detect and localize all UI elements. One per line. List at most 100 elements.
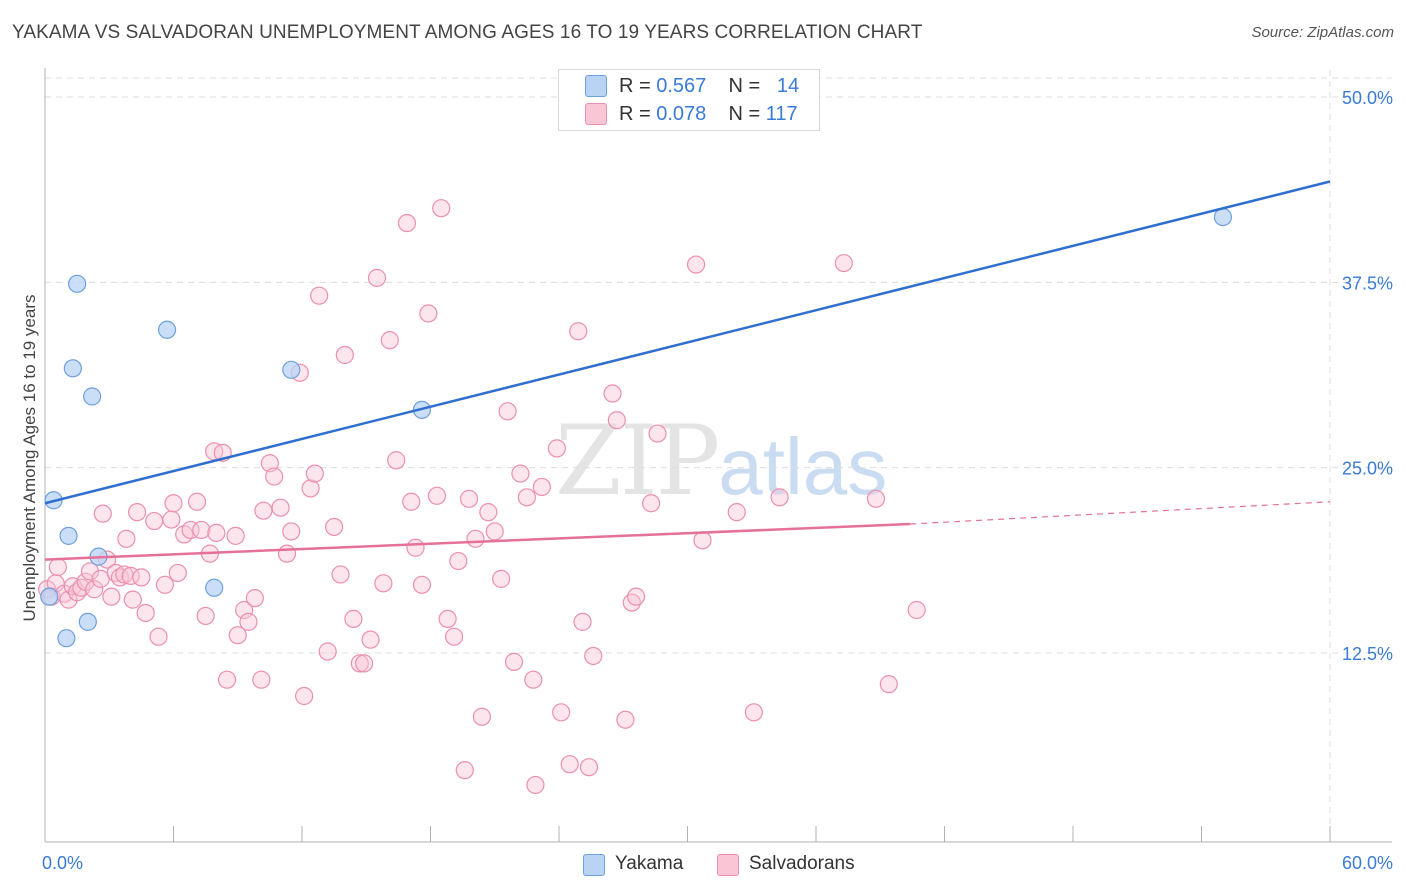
salvadorans-point	[427, 486, 447, 505]
legend-n-value: 117	[765, 102, 798, 125]
salvadorans-point	[770, 488, 789, 507]
salvadorans-point	[492, 569, 511, 588]
salvadorans-point	[187, 492, 207, 511]
salvadorans-point	[607, 411, 626, 430]
salvadorans-point	[504, 652, 524, 671]
salvadorans-point	[235, 600, 254, 620]
salvadorans-point	[579, 758, 599, 777]
salvadorans-point	[603, 384, 622, 403]
salvadorans-point	[397, 213, 417, 233]
salvadorans-point	[402, 492, 421, 511]
salvadorans-point	[226, 526, 245, 545]
salvadorans-point	[318, 642, 337, 661]
salvadorans-point	[181, 520, 200, 540]
salvadorans-point	[295, 686, 314, 706]
yakama-point	[78, 612, 97, 631]
watermark-zip: ZIP	[555, 405, 720, 517]
salvadorans-point	[127, 503, 147, 522]
salvadorans-point	[361, 630, 380, 649]
yakama-trend-line	[44, 180, 1331, 505]
watermark-atlas: atlas	[718, 422, 888, 511]
salvadorans-point	[744, 703, 763, 722]
chart-title: YAKAMA VS SALVADORAN UNEMPLOYMENT AMONG …	[12, 22, 923, 43]
salvadorans-point	[472, 707, 491, 726]
salvadorans-point	[569, 322, 588, 341]
salvadorans-point	[344, 609, 363, 628]
yakama-point	[59, 526, 78, 545]
y-tick-label: 37.5%	[1342, 273, 1393, 293]
salvadorans-point	[584, 646, 603, 666]
salvadorans-point	[136, 603, 155, 623]
salvadorans-point	[217, 670, 237, 689]
legend-r-label: R =	[619, 102, 657, 125]
yakama-point	[68, 274, 87, 293]
legend-swatch-salvadorans	[717, 854, 739, 876]
salvadorans-point	[412, 575, 432, 594]
legend-text-salvadorans: R = 0.078 N = 117	[619, 103, 798, 126]
salvadorans-point	[879, 675, 898, 694]
yakama-point	[282, 360, 301, 379]
legend-label-salvadorans: Salvadorans	[749, 853, 855, 874]
legend-r-label: R =	[619, 74, 657, 97]
salvadorans-point	[573, 612, 592, 631]
salvadorans-point	[350, 654, 369, 673]
salvadorans-point	[149, 627, 168, 646]
legend-label-yakama: Yakama	[615, 853, 684, 874]
salvadorans-point	[511, 464, 530, 483]
salvadorans-trend-extension	[910, 501, 1331, 525]
salvadorans-point	[331, 565, 350, 584]
legend-swatch-salvadorans	[585, 103, 607, 125]
salvadorans-point	[524, 670, 543, 689]
salvadorans-point	[479, 503, 498, 522]
salvadorans-point	[155, 575, 175, 594]
salvadorans-point	[641, 494, 661, 513]
y-tick-label: 50.0%	[1342, 88, 1393, 108]
salvadorans-point	[438, 609, 457, 628]
salvadorans-point	[196, 606, 215, 626]
salvadorans-point	[517, 488, 536, 507]
salvadorans-point	[406, 538, 425, 557]
salvadorans-point	[466, 529, 485, 548]
legend-r-value: 0.567	[656, 74, 707, 97]
salvadorans-point	[228, 626, 247, 645]
salvadorans-point	[498, 402, 517, 421]
salvadorans-point	[301, 479, 320, 498]
salvadorans-point	[374, 574, 393, 593]
yakama-point	[57, 629, 76, 648]
salvadorans-point	[355, 654, 374, 673]
salvadorans-point	[335, 345, 354, 365]
yakama-point	[63, 359, 82, 378]
salvadorans-point	[252, 670, 271, 689]
salvadorans-point	[459, 489, 479, 508]
salvadorans-point	[432, 199, 451, 218]
salvadorans-point	[271, 498, 290, 517]
salvadorans-point	[115, 565, 134, 584]
salvadorans-point	[117, 529, 136, 548]
salvadorans-point	[85, 580, 104, 599]
salvadorans-point	[132, 568, 151, 587]
salvadorans-point	[162, 510, 181, 529]
x-tick-label: 0.0%	[42, 853, 83, 873]
salvadorans-point	[93, 504, 112, 523]
salvadorans-point	[626, 587, 646, 606]
y-tick-label: 25.0%	[1342, 459, 1393, 479]
salvadorans-point	[145, 511, 164, 531]
salvadorans-point	[444, 627, 464, 646]
y-tick-label: 12.5%	[1342, 644, 1393, 664]
legend-n-label: N =	[728, 74, 766, 97]
salvadorans-point	[387, 451, 406, 470]
legend-n-label: N =	[728, 102, 766, 125]
salvadorans-point	[102, 587, 121, 606]
salvadorans-point	[526, 775, 545, 795]
salvadorans-point	[419, 304, 438, 323]
salvadorans-point	[648, 424, 667, 443]
chart-source: Source: ZipAtlas.com	[1251, 24, 1394, 41]
legend-r-value: 0.078	[656, 102, 707, 125]
salvadorans-point	[325, 517, 344, 537]
salvadorans-point	[239, 612, 258, 631]
legend-swatch-yakama	[585, 75, 607, 97]
salvadorans-point	[277, 544, 297, 563]
salvadorans-point	[310, 286, 329, 305]
salvadorans-point	[168, 563, 187, 583]
